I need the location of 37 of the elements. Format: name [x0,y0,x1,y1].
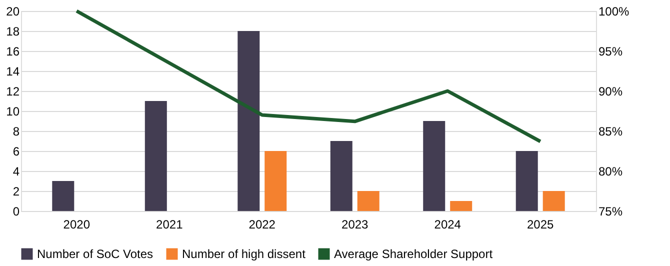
bar [516,151,538,211]
line-series [74,9,542,144]
bar [52,181,74,211]
y2-tick-label: 85% [598,124,623,138]
bar [264,151,287,211]
y-tick-label: 8 [12,124,20,138]
y-tick-label: 12 [6,84,20,98]
bar [357,191,380,211]
legend-label: Number of SoC Votes [37,247,154,261]
x-tick-label: 2021 [156,218,184,232]
y2-tick-label: 95% [598,44,623,58]
bar [144,101,167,211]
legend-label: Number of high dissent [182,247,306,261]
y-tick-label: 0 [12,204,20,218]
y-tick-label: 16 [6,44,20,58]
y-tick-label: 18 [6,24,20,38]
y-tick-label: 6 [12,144,20,158]
y-tick-label: 10 [6,104,20,118]
x-tick-label: 2024 [434,218,462,232]
y-tick-label: 14 [6,64,20,78]
y2-tick-label: 90% [598,84,623,98]
y2-tick-label: 75% [598,204,623,218]
bar [542,191,565,211]
y-tick-label: 4 [12,164,20,178]
bar [238,31,260,211]
bar [423,121,446,211]
y2-tick-label: 80% [598,164,623,178]
y-tick-label: 2 [12,184,20,198]
y-tick-label: 20 [6,4,20,18]
x-tick-label: 2022 [248,218,276,232]
legend-label: Average Shareholder Support [334,247,494,261]
bar [330,141,352,211]
x-tick-label: 2023 [342,218,369,232]
x-tick-label: 2025 [527,218,554,232]
y2-tick-label: 100% [598,4,630,18]
x-tick-label: 2020 [63,218,90,232]
bar [450,201,472,211]
